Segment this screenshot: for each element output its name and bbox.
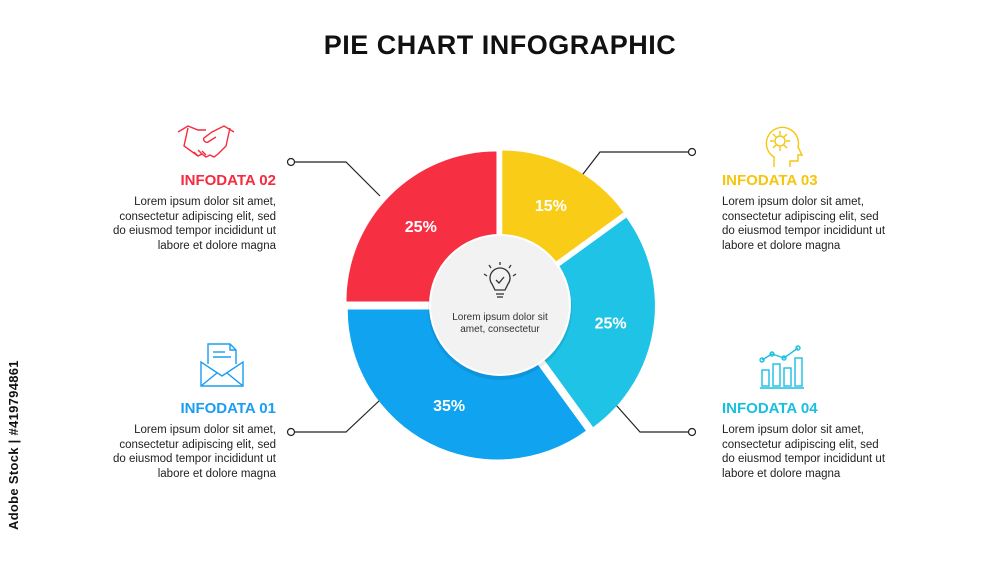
info-block-01: INFODATA 01 Lorem ipsum dolor sit amet, … — [106, 400, 276, 481]
connector-dot-infodata-03 — [687, 147, 697, 157]
pie-slice-infodata-04 — [504, 217, 655, 428]
center-text: Lorem ipsum dolor sit amet, consectetur — [452, 312, 548, 335]
info-text-01: Lorem ipsum dolor sit amet, consectetur … — [112, 424, 276, 480]
info-heading-02: INFODATA 02 — [180, 172, 276, 189]
info-heading-01: INFODATA 01 — [180, 400, 276, 417]
info-text-03: Lorem ipsum dolor sit amet, consectetur … — [722, 196, 886, 252]
info-block-02: INFODATA 02 Lorem ipsum dolor sit amet, … — [106, 172, 276, 253]
info-text-04: Lorem ipsum dolor sit amet, consectetur … — [722, 424, 886, 480]
info-block-03: INFODATA 03 Lorem ipsum dolor sit amet, … — [722, 172, 892, 253]
connector-infodata-01 — [293, 399, 381, 433]
center-disc — [429, 234, 571, 376]
head-gear-icon — [760, 123, 806, 174]
pie-slice-infodata-01 — [347, 309, 586, 460]
lightbulb-check-icon — [483, 262, 517, 298]
connector-infodata-02 — [293, 161, 381, 197]
info-heading-03: INFODATA 03 — [722, 172, 818, 189]
pie-label-infodata-01: 35% — [433, 398, 465, 415]
connector-dot-infodata-04 — [687, 427, 697, 437]
connector-infodata-03 — [579, 151, 690, 179]
connector-dot-infodata-02 — [286, 157, 296, 167]
connector-infodata-04 — [615, 404, 690, 433]
info-block-04: INFODATA 04 Lorem ipsum dolor sit amet, … — [722, 400, 892, 481]
page-title: PIE CHART INFOGRAPHIC — [323, 30, 677, 60]
stock-watermark: Adobe Stock | #419794861 — [6, 360, 21, 530]
info-heading-04: INFODATA 04 — [722, 400, 818, 417]
bar-chart-trend-icon — [758, 344, 806, 395]
handshake-icon — [176, 122, 236, 167]
pie-label-infodata-04: 25% — [595, 316, 627, 333]
envelope-document-icon — [198, 342, 246, 393]
connector-dot-infodata-01 — [286, 427, 296, 437]
pie-slice-labels: 15% 25% 35% 25% — [405, 198, 627, 415]
pie-label-infodata-03: 15% — [535, 198, 567, 215]
pie-label-infodata-02: 25% — [405, 219, 437, 236]
connector-lines — [286, 147, 697, 437]
info-text-02: Lorem ipsum dolor sit amet, consectetur … — [112, 196, 276, 252]
